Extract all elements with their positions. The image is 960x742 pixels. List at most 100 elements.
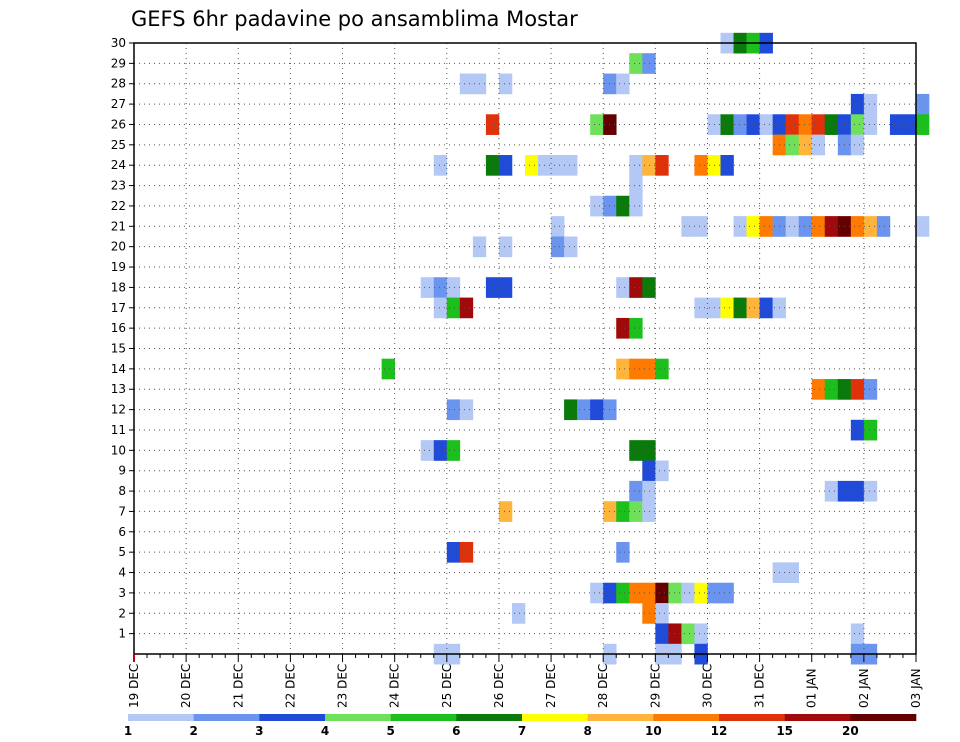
precip-cell — [863, 114, 878, 135]
precip-cell — [498, 155, 513, 176]
precip-cell — [811, 216, 826, 237]
precip-cell — [746, 297, 760, 319]
x-tick-label: 22 DEC — [283, 664, 297, 708]
y-tick-label: 10 — [111, 443, 126, 457]
precip-cell — [824, 480, 839, 502]
precip-cell — [629, 195, 643, 217]
precip-cell — [720, 155, 734, 176]
precip-cell — [694, 297, 708, 319]
precip-cell — [459, 73, 474, 95]
precip-cell — [655, 623, 669, 645]
precip-cell — [746, 114, 760, 135]
precip-cell — [655, 358, 669, 380]
precip-cell — [642, 582, 656, 604]
precip-cell — [850, 216, 865, 237]
precip-cell — [498, 73, 513, 95]
y-tick-label: 1 — [118, 627, 126, 641]
precip-cell — [850, 114, 865, 135]
y-tick-label: 9 — [118, 464, 126, 478]
colorbar-swatch — [456, 714, 523, 721]
precip-cell — [811, 114, 826, 135]
precip-cell — [485, 277, 500, 298]
precip-cell — [459, 399, 474, 421]
precip-cell — [525, 155, 539, 176]
colorbar-label: 10 — [645, 724, 662, 738]
precip-cell — [863, 480, 878, 502]
colorbar-swatch — [390, 714, 457, 721]
y-tick-label: 26 — [111, 117, 126, 131]
precip-cell — [629, 175, 643, 197]
y-tick-label: 24 — [111, 158, 126, 172]
precip-cell — [577, 399, 591, 421]
precip-cell — [551, 216, 565, 237]
x-tick-label: 21 DEC — [231, 664, 245, 708]
x-tick-label: 23 DEC — [336, 664, 350, 708]
precip-cell — [629, 582, 643, 604]
precip-cell — [642, 501, 656, 522]
precip-cell — [446, 541, 461, 563]
precip-cell — [616, 195, 630, 217]
precip-cell — [459, 541, 474, 563]
precip-cell — [564, 155, 578, 176]
precip-cell — [694, 623, 708, 645]
y-tick-label: 25 — [111, 138, 126, 152]
precip-cell — [616, 317, 630, 339]
precip-cell — [785, 562, 799, 584]
precip-cell — [629, 317, 643, 339]
y-tick-label: 16 — [111, 321, 126, 335]
precip-cell — [446, 297, 461, 319]
precip-cell — [811, 134, 826, 156]
y-tick-label: 27 — [111, 97, 126, 111]
precip-cell — [433, 297, 448, 319]
precip-cell — [616, 358, 630, 380]
precip-cell — [720, 297, 734, 319]
precip-cell — [642, 603, 656, 624]
precip-cell — [498, 277, 513, 298]
precip-cell — [498, 501, 513, 522]
precip-cell — [629, 277, 643, 298]
y-tick-label: 14 — [111, 362, 126, 376]
precip-cell — [863, 216, 878, 237]
precip-cell — [459, 297, 474, 319]
precip-cell — [616, 73, 630, 95]
precip-cell — [850, 379, 865, 400]
precip-cell — [733, 297, 747, 319]
colorbar-swatch — [719, 714, 785, 721]
precip-cell — [551, 236, 565, 258]
precip-cell — [785, 114, 799, 135]
precip-cell — [733, 216, 747, 237]
precip-cell — [433, 277, 448, 298]
precip-cell — [681, 582, 695, 604]
y-tick-label: 20 — [111, 240, 126, 254]
y-tick-label: 2 — [118, 606, 126, 620]
precip-cell — [694, 155, 708, 176]
x-tick-label: 19 DEC — [127, 664, 141, 708]
x-tick-label: 20 DEC — [179, 664, 193, 708]
y-tick-label: 8 — [118, 484, 126, 498]
precip-cell — [564, 236, 578, 258]
colorbar-label: 8 — [583, 724, 591, 738]
precip-cell — [590, 582, 604, 604]
y-tick-label: 17 — [111, 301, 126, 315]
y-tick-label: 5 — [118, 545, 126, 559]
precip-cell — [811, 379, 826, 400]
colorbar-label: 12 — [711, 724, 728, 738]
precip-cell — [889, 114, 904, 135]
precip-cell — [824, 216, 839, 237]
colorbar-label: 7 — [518, 724, 526, 738]
colorbar: 1 2 3 4 5 6 7 8 10 12 15 20 — [124, 714, 917, 738]
chart-title: GEFS 6hr padavine po ansamblima Mostar — [131, 7, 578, 31]
colorbar-label: 5 — [386, 724, 394, 738]
y-tick-label: 4 — [118, 566, 126, 580]
colorbar-swatch — [325, 714, 391, 721]
colorbar-swatch — [259, 714, 326, 721]
x-tick-label: 27 DEC — [544, 664, 558, 708]
colorbar-label: 6 — [452, 724, 460, 738]
y-tick-label: 15 — [111, 342, 126, 356]
precip-cell — [863, 379, 878, 400]
precip-cell — [746, 216, 760, 237]
precip-cell — [824, 379, 839, 400]
colorbar-label: 20 — [842, 724, 859, 738]
precip-cell — [642, 460, 656, 482]
